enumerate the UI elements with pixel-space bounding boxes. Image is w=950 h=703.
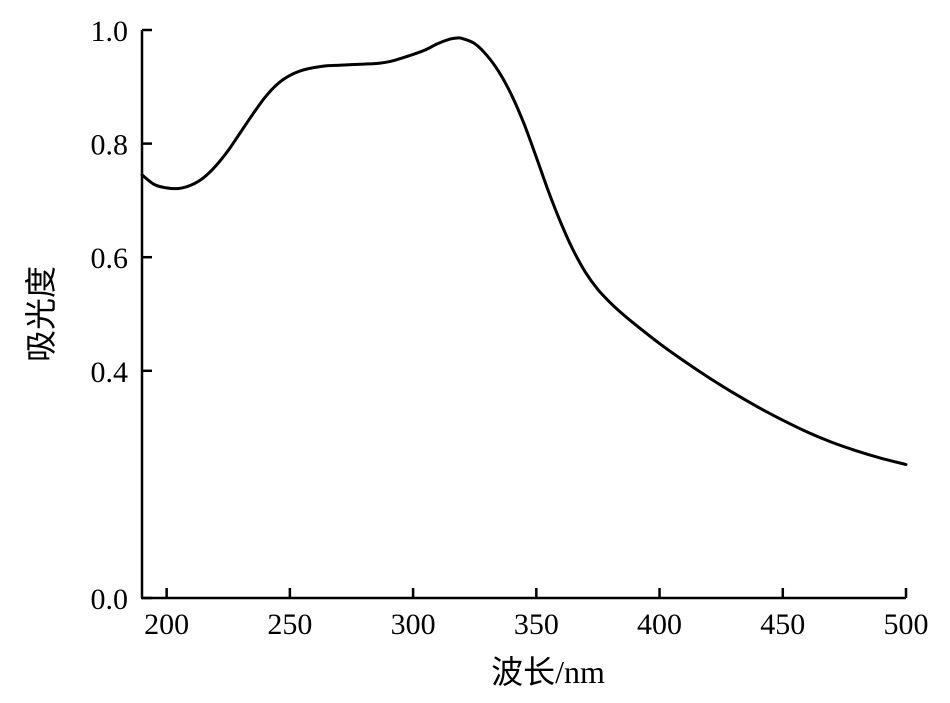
x-tick-label: 350	[514, 608, 559, 641]
absorbance-curve	[140, 36, 908, 467]
x-tick-label: 200	[144, 608, 189, 641]
x-axis-label: 波长/nm	[491, 654, 605, 690]
x-tick-label: 500	[884, 608, 929, 641]
y-axis-label: 吸光度	[23, 266, 59, 362]
series-group	[140, 36, 908, 467]
y-tick-label: 0.8	[91, 129, 129, 162]
y-tick-label: 0.4	[91, 356, 129, 389]
y-tick-label: 1.0	[91, 15, 129, 48]
x-tick-label: 250	[267, 608, 312, 641]
y-tick-label: 0.6	[91, 242, 129, 275]
x-tick-label: 450	[760, 608, 805, 641]
y-tick-label: 0.0	[91, 583, 129, 616]
y-ticks: 0.0 0.4 0.6 0.8 1.0	[91, 15, 152, 616]
x-tick-label: 400	[637, 608, 682, 641]
x-ticks: 200 250 300 350 400 450 500	[144, 588, 929, 641]
x-tick-label: 300	[391, 608, 436, 641]
axes	[140, 30, 906, 600]
